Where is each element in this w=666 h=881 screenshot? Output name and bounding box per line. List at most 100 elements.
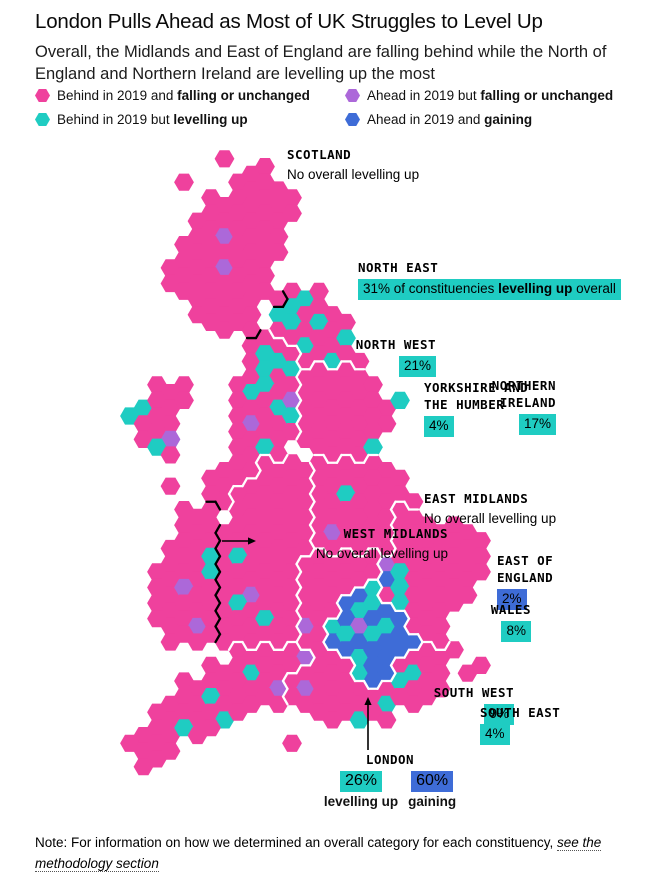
hex-cell-wales [160, 555, 181, 573]
hex-cell-west-midlands [282, 501, 302, 519]
region-border-segment [295, 594, 303, 605]
hex-cell-east-midlands [336, 516, 356, 534]
hex-cell-south-west [187, 711, 208, 729]
hex-cell-south-west [174, 703, 194, 721]
region-border-segment [295, 344, 303, 355]
hex-cell-scotland [214, 259, 235, 277]
hex-cell-east-of-england [444, 547, 464, 565]
hex-cell-scotland [255, 204, 275, 222]
hex-cell-east-midlands [336, 501, 356, 519]
hex-cell-wales [201, 547, 221, 565]
hex-cell-south-west [147, 750, 167, 768]
hex-cell-north-west [255, 376, 275, 394]
hex-cell-south-west [295, 649, 316, 667]
hex-cell-north-west [255, 360, 275, 378]
hex-cell-scotland [214, 150, 235, 168]
methodology-link[interactable]: see the methodology section [35, 835, 602, 872]
hex-cell-north-west [228, 469, 248, 487]
hex-cell-scotland [282, 189, 302, 207]
hex-cell-yorkshire [322, 399, 343, 417]
hex-cell-wales [160, 602, 181, 620]
region-border-segment [376, 555, 384, 566]
hex-cell-yorkshire [390, 391, 410, 409]
hex-cell-north-west [228, 376, 248, 394]
hex-cell-north-west [241, 415, 262, 433]
region-border-segment [362, 578, 370, 589]
region-border-segment [295, 640, 303, 651]
region-border-segment [308, 547, 316, 558]
hex-cell-east-of-england [390, 516, 410, 534]
hex-cell-west-midlands [295, 462, 316, 480]
hex-cell-west-midlands [295, 524, 316, 542]
hex-cell-northern-ireland [133, 430, 154, 448]
hex-cell-north-east [349, 352, 370, 370]
hex-cell-wales [160, 586, 181, 604]
hex-cell-south-west [241, 680, 262, 698]
hex-cell-west-midlands [255, 485, 275, 503]
hex-cell-south-west [147, 734, 167, 752]
hex-cell-east-midlands [349, 462, 370, 480]
region-border-segment [295, 625, 303, 636]
region-border-segment [241, 640, 249, 651]
region-border-segment [349, 656, 357, 667]
region-border-segment [389, 601, 397, 612]
hex-cell-east-midlands [376, 508, 397, 526]
hex-cell-east-midlands [336, 469, 356, 487]
hex-cell-wales [160, 539, 181, 558]
national-border-segment [214, 594, 222, 605]
hex-cell-yorkshire [309, 438, 329, 456]
hex-cell-north-east [322, 352, 343, 370]
hex-cell-yorkshire [295, 430, 316, 448]
hex-cell-north-east [295, 290, 316, 308]
hex-cell-scotland [255, 158, 275, 176]
region-border-segment [322, 617, 330, 628]
hex-cell-south-east [390, 672, 410, 690]
legend-item-purple: Ahead in 2019 but falling or unchanged [345, 88, 655, 103]
hex-cell-london [349, 649, 370, 667]
hex-cell-south-east [322, 571, 343, 589]
hex-cell-north-east [282, 282, 302, 300]
hex-cell-north-west [241, 384, 262, 402]
hex-cell-south-west [120, 734, 140, 752]
region-border-segment [308, 500, 316, 511]
hex-cell-yorkshire [322, 415, 343, 433]
hex-cell-wales [187, 633, 208, 651]
hex-cell-wales [187, 508, 208, 526]
hex-cell-wales [201, 578, 221, 596]
region-border-segment [241, 477, 249, 488]
hex-cell-south-east [430, 664, 451, 682]
hex-cell-london [336, 625, 356, 643]
hex-cell-wales [174, 625, 194, 643]
region-border-segment [335, 594, 343, 605]
national-border-segment [214, 609, 222, 620]
hex-cell-east-of-england [390, 578, 410, 596]
hex-cell-west-midlands [295, 508, 316, 526]
hex-cell-scotland [228, 220, 248, 238]
hex-cell-scotland [214, 197, 235, 215]
hex-cell-scotland [241, 181, 262, 199]
legend-label: Behind in 2019 and falling or unchanged [57, 88, 310, 103]
hex-cell-yorkshire [376, 399, 397, 417]
hex-cell-north-west [228, 438, 248, 456]
hex-cell-south-east [282, 688, 302, 706]
hex-cell-scotland [228, 236, 248, 254]
hex-cell-northern-ireland [147, 376, 167, 394]
hex-cell-yorkshire [349, 415, 370, 433]
hex-cell-south-east [322, 664, 343, 682]
hex-cell-west-midlands [282, 454, 302, 472]
national-border-segment [214, 617, 222, 628]
hex-cell-west-midlands [241, 617, 262, 635]
hex-cell-south-west [268, 680, 289, 698]
hex-cell-south-east [457, 664, 478, 682]
hex-cell-scotland [214, 290, 235, 308]
hex-cell-london [390, 625, 410, 643]
hex-cell-yorkshire [349, 384, 370, 402]
hex-cell-south-east [309, 688, 329, 706]
hex-cell-south-west [228, 656, 248, 674]
hex-cell-scotland [255, 236, 275, 254]
hex-cell-wales [174, 610, 194, 628]
hex-cell-north-west [268, 415, 289, 433]
hex-cell-northern-ireland [147, 391, 167, 409]
hex-cell-south-west [228, 641, 248, 659]
hex-cell-north-west [255, 345, 275, 363]
